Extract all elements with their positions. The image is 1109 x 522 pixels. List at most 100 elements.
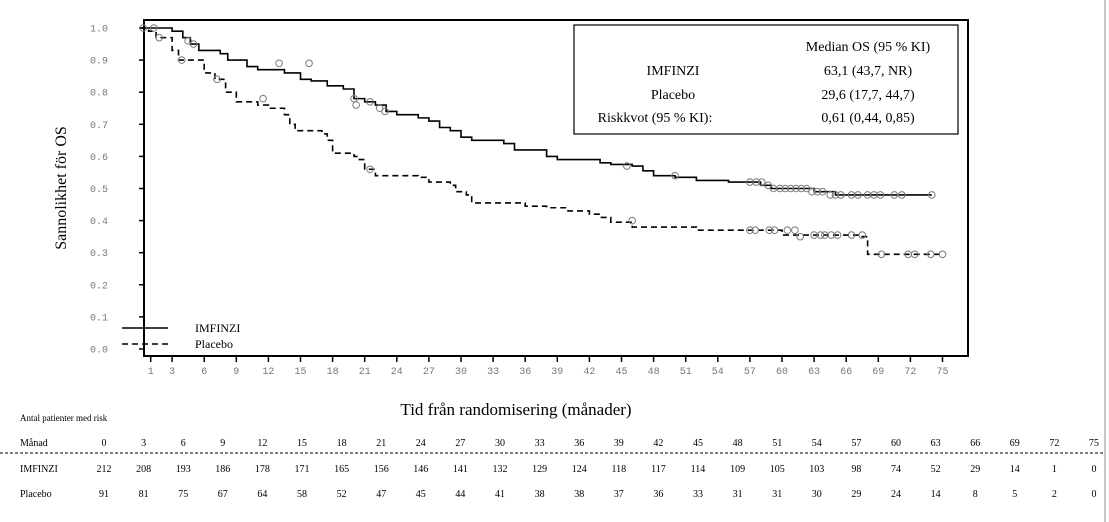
- risk-cell-imfinzi: 114: [691, 464, 706, 475]
- censor-mark-placebo: [847, 231, 856, 239]
- censor-mark-imfinzi: [928, 191, 936, 199]
- censor-mark-imfinzi: [366, 98, 374, 106]
- risk-cell-imfinzi: 212: [97, 464, 112, 475]
- risk-cell-placebo: 33: [693, 489, 703, 500]
- x-tick-label: 69: [872, 367, 884, 378]
- censor-mark-imfinzi: [305, 59, 313, 68]
- median-os-value-imfinzi: 63,1 (43,7, NR): [824, 64, 913, 79]
- risk-cell-imfinzi: 29: [970, 464, 980, 475]
- risk-month-header: 57: [851, 438, 861, 449]
- risk-cell-placebo: 47: [376, 489, 386, 500]
- risk-month-header: 15: [297, 438, 307, 449]
- censor-mark-imfinzi: [818, 187, 827, 196]
- y-axis-label: Sannolikhet för OS: [53, 126, 70, 250]
- risk-cell-imfinzi: 109: [730, 464, 745, 475]
- risk-cell-imfinzi: 132: [493, 464, 508, 475]
- x-tick-label: 75: [936, 367, 948, 378]
- y-tick-label: 0.7: [90, 121, 108, 132]
- y-tick-label: 0.1: [90, 313, 108, 324]
- censor-mark-imfinzi: [764, 181, 772, 190]
- risk-month-header: 69: [1010, 438, 1020, 449]
- median-os-label-imfinzi: IMFINZI: [647, 64, 700, 79]
- risk-month-header: 66: [970, 438, 980, 449]
- x-tick-label: 18: [327, 367, 339, 378]
- censor-mark-imfinzi: [898, 191, 906, 199]
- censor-mark-imfinzi: [381, 107, 389, 116]
- x-tick-label: 9: [233, 367, 239, 378]
- risk-cell-placebo: 45: [416, 489, 426, 500]
- censor-mark-imfinzi: [757, 178, 766, 186]
- censor-mark-imfinzi: [184, 37, 192, 45]
- risk-cell-imfinzi: 171: [295, 464, 310, 475]
- risk-month-header: 39: [614, 438, 624, 449]
- x-tick-label: 54: [712, 367, 724, 378]
- risk-cell-imfinzi: 14: [1010, 464, 1020, 475]
- risk-cell-imfinzi: 208: [136, 464, 151, 475]
- risk-cell-imfinzi: 124: [572, 464, 587, 475]
- risk-month-header: 3: [141, 438, 146, 449]
- risk-month-header: 12: [257, 438, 267, 449]
- censor-mark-placebo: [926, 250, 935, 259]
- risk-month-header: 24: [416, 438, 426, 449]
- censor-mark-placebo: [177, 56, 186, 64]
- risk-cell-placebo: 37: [614, 489, 624, 500]
- censor-mark-placebo: [751, 226, 760, 235]
- x-tick-label: 60: [776, 367, 788, 378]
- risk-cell-placebo: 91: [99, 489, 109, 500]
- censor-mark-placebo: [877, 250, 886, 259]
- x-tick-label: 48: [648, 367, 660, 378]
- x-tick-label: 24: [391, 367, 403, 378]
- legend: IMFINZI Placebo: [122, 321, 240, 351]
- risk-cell-imfinzi: 74: [891, 464, 901, 475]
- risk-cell-placebo: 36: [653, 489, 663, 500]
- risk-cell-imfinzi: 156: [374, 464, 389, 475]
- risk-table-cells: 0 3 6 9 12 15 18 21 24 27 30 33 36 39 42 45 48 51 54 57 60 63…: [97, 438, 1100, 500]
- risk-month-header: 42: [653, 438, 663, 449]
- risk-cell-placebo: 5: [1012, 489, 1017, 500]
- risk-cell-imfinzi: 118: [611, 464, 626, 475]
- censor-mark-imfinzi: [752, 178, 761, 186]
- x-tick-label: 3: [169, 367, 175, 378]
- risk-row-label-placebo: Placebo: [20, 489, 52, 500]
- censor-mark-imfinzi: [776, 184, 784, 193]
- y-axis: 0.0 0.1 0.2 0.3 0.4 0.5 0.6 0.7 0.8 0.9 1.0: [90, 25, 144, 357]
- x-tick-label: 39: [551, 367, 563, 378]
- censor-mark-placebo: [796, 232, 804, 241]
- risk-cell-imfinzi: 141: [453, 464, 468, 475]
- censor-mark-imfinzi: [671, 171, 679, 180]
- risk-cell-placebo: 2: [1052, 489, 1057, 500]
- y-tick-label: 0.3: [90, 249, 108, 260]
- risk-month-header: 6: [181, 438, 186, 449]
- x-tick-label: 27: [423, 367, 435, 378]
- censor-mark-placebo: [352, 101, 360, 109]
- x-tick-label: 1: [148, 367, 154, 378]
- x-tick-label: 30: [455, 367, 467, 378]
- risk-month-header: 54: [812, 438, 822, 449]
- censor-mark-imfinzi: [786, 184, 795, 193]
- x-tick-label: 63: [808, 367, 820, 378]
- y-tick-label: 0.5: [90, 185, 108, 196]
- censor-mark-placebo: [791, 226, 799, 235]
- risk-month-header: 9: [220, 438, 225, 449]
- censor-mark-placebo: [746, 226, 754, 235]
- y-tick-label: 0.6: [90, 153, 108, 164]
- risk-table: Antal patienter med risk Månad IMFINZI P…: [0, 413, 1104, 500]
- risk-cell-placebo: 41: [495, 489, 505, 500]
- risk-month-header: 60: [891, 438, 901, 449]
- risk-cell-imfinzi: 146: [413, 464, 428, 475]
- censor-mark-placebo: [816, 231, 825, 239]
- risk-month-header: 36: [574, 438, 584, 449]
- censor-mark-placebo: [213, 75, 221, 84]
- risk-cell-placebo: 38: [535, 489, 545, 500]
- risk-month-header: 0: [102, 438, 107, 449]
- risk-cell-placebo: 14: [931, 489, 941, 500]
- risk-cell-placebo: 67: [218, 489, 228, 500]
- risk-cell-imfinzi: 103: [809, 464, 824, 475]
- risk-cell-placebo: 8: [973, 489, 978, 500]
- legend-label-imfinzi: IMFINZI: [195, 321, 240, 335]
- censor-mark-placebo: [259, 94, 267, 103]
- risk-month-header: 63: [931, 438, 941, 449]
- hazard-ratio-label: Riskkvot (95 % KI):: [598, 111, 713, 126]
- x-axis-label: Tid från randomisering (månader): [400, 400, 631, 419]
